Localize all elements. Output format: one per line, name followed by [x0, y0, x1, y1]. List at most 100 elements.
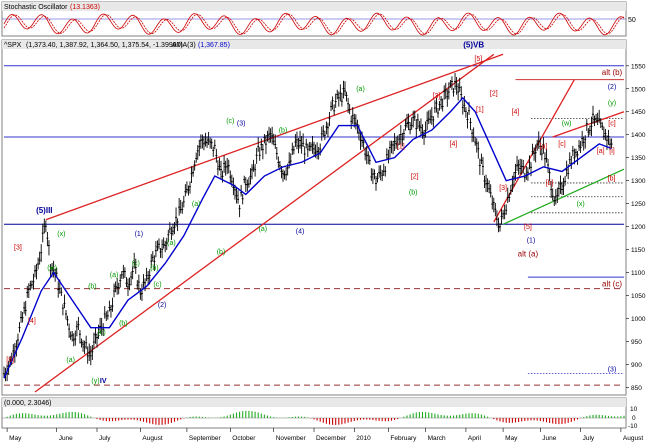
- stochastic-value: (13.1363): [70, 4, 100, 11]
- y-tick-label: 900: [631, 362, 642, 369]
- x-tick-label: February: [390, 435, 417, 442]
- wave-label: (w): [562, 121, 572, 128]
- x-tick-label: June: [542, 435, 556, 442]
- x-tick-label: May: [505, 435, 518, 442]
- macd-tick-neg10: -10: [628, 423, 638, 430]
- wave-label: (a): [259, 226, 268, 233]
- y-tick-label: 1500: [631, 86, 646, 93]
- y-tick-label: 1400: [631, 132, 646, 139]
- wave-label: [c]: [558, 141, 565, 148]
- ama-label: AMA(3): [172, 42, 196, 49]
- y-tick-label: 1150: [631, 247, 645, 254]
- wave-label: alt (a): [518, 249, 539, 258]
- y-tick-label: 1000: [631, 316, 646, 323]
- macd-tick-10: 10: [630, 406, 638, 413]
- wave-label: (b): [150, 265, 159, 272]
- wave-label: (2): [608, 84, 617, 91]
- wave-label: (a): [356, 86, 365, 93]
- wave-label: (1): [527, 238, 536, 245]
- stochastic-label: Stochastic Oscillator: [4, 4, 68, 11]
- x-tick-label: July: [583, 435, 595, 442]
- y-tick-label: 1300: [631, 178, 646, 185]
- wave-label: [2]: [490, 91, 498, 98]
- wave-label: alt (b): [602, 68, 623, 77]
- y-tick-label: 1250: [631, 201, 646, 208]
- wave-label: (c): [132, 261, 140, 268]
- wave-label: (y): [608, 100, 616, 107]
- wave-label: (c): [226, 118, 234, 125]
- wave-label: [3]: [433, 93, 441, 100]
- trend-line: [34, 53, 495, 393]
- ama-line: [3, 96, 612, 379]
- wave-label: [5]: [524, 224, 532, 231]
- stochastic-d-line: [3, 13, 625, 35]
- x-tick-label: October: [232, 435, 256, 442]
- wave-label: [a]: [540, 143, 548, 150]
- wave-label: (b): [279, 127, 288, 134]
- wave-label: (y): [91, 378, 99, 385]
- macd-histogram: [6, 410, 625, 425]
- x-tick-label: December: [316, 435, 347, 442]
- wave-label: [b]: [546, 180, 554, 187]
- price-bars: [3, 73, 613, 382]
- horizontal-levels: [4, 65, 624, 386]
- wave-label: [1]: [397, 143, 405, 150]
- macd-tick-0: 0: [632, 415, 636, 422]
- wave-label: [1]: [476, 107, 484, 114]
- stochastic-lines: [3, 12, 625, 36]
- stochastic-k-line: [3, 12, 625, 36]
- wave-label: (c): [153, 281, 161, 288]
- wave-label: IV: [100, 378, 107, 385]
- x-tick-label: March: [428, 435, 446, 442]
- wave-label: (a): [192, 201, 201, 208]
- trend-line: [502, 168, 625, 225]
- x-tick-label: April: [468, 435, 482, 442]
- wave-label: [c]: [608, 121, 615, 128]
- wave-label: (3): [237, 121, 246, 128]
- wave-label: [5]: [474, 56, 482, 63]
- x-tick-label: August: [623, 435, 643, 442]
- wave-label: (5)III: [36, 206, 52, 215]
- macd-label: (0.000, 2.3046): [4, 400, 51, 407]
- wave-label: (5)VB: [463, 40, 484, 49]
- wave-label: (1): [135, 231, 144, 238]
- x-tick-label: September: [189, 435, 222, 442]
- x-tick-label: 2010: [356, 435, 371, 442]
- main-ohlc-values: (1,373.40, 1,387.92, 1,364.50, 1,375.54,…: [26, 42, 183, 49]
- main-symbol-label: ^SPX: [4, 42, 22, 49]
- wave-label: (b): [119, 320, 128, 327]
- x-tick-label: July: [99, 435, 111, 442]
- wave-label: (b): [217, 249, 226, 256]
- wave-label: (b): [409, 189, 418, 196]
- stochastic-tick-50: 50: [628, 17, 636, 24]
- x-tick-label: November: [276, 435, 307, 442]
- wave-label: [4]: [512, 109, 520, 116]
- y-tick-label: 1550: [631, 63, 646, 70]
- y-tick-label: 1100: [631, 270, 645, 277]
- wave-label: (w): [47, 265, 57, 272]
- wave-label: [4]: [450, 141, 458, 148]
- wave-label: (a): [110, 272, 119, 279]
- y-tick-label: 950: [631, 339, 642, 346]
- main-header: [2, 40, 626, 49]
- trend-line: [552, 111, 625, 138]
- wave-label: [i]: [609, 148, 615, 155]
- x-tick-label: June: [59, 435, 73, 442]
- y-tick-label: 850: [631, 385, 642, 392]
- wave-label: (a): [167, 240, 176, 247]
- wave-label: (a): [66, 357, 75, 364]
- wave-label: [3]: [14, 245, 22, 252]
- wave-label: (4): [296, 228, 305, 235]
- ama-polyline: [3, 96, 612, 379]
- wave-label: (b): [88, 284, 97, 291]
- wave-label: (c): [98, 330, 106, 337]
- wave-label: (2): [158, 302, 167, 309]
- x-tick-label: May: [9, 435, 22, 442]
- macd-header: [2, 398, 626, 407]
- wave-label: [2]: [411, 173, 419, 180]
- y-tick-label: 1350: [631, 155, 646, 162]
- wave-label: [b]: [608, 176, 616, 183]
- main-price-pane: [1, 39, 627, 396]
